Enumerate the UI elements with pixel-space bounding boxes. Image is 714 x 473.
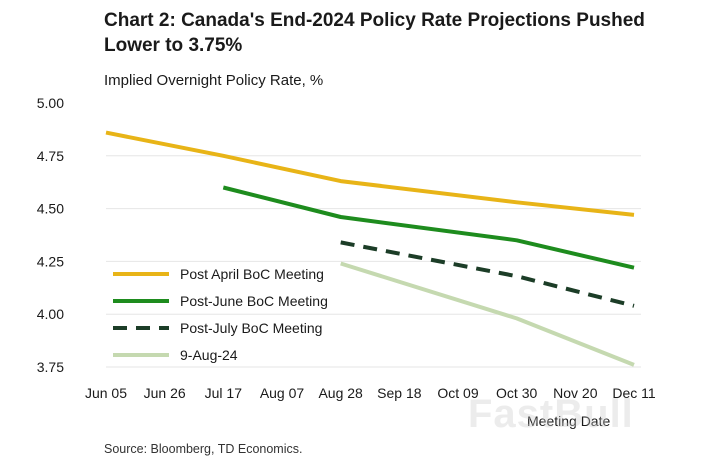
x-tick-label: Sep 18 [377, 385, 422, 401]
x-tick-label: Jun 05 [85, 385, 127, 401]
y-tick-label: 4.00 [37, 306, 64, 322]
series-line-4 [340, 261, 635, 367]
x-tick-label: Jun 26 [144, 385, 186, 401]
legend-label: Post April BoC Meeting [180, 266, 324, 282]
x-tick-label: Oct 09 [437, 385, 478, 401]
x-tick-label: Oct 30 [496, 385, 537, 401]
series-line-1 [105, 130, 635, 217]
y-tick-label: 4.75 [37, 148, 64, 164]
x-tick-label: Dec 11 [612, 385, 656, 401]
legend-label: Post-June BoC Meeting [180, 293, 328, 309]
y-axis-label: Implied Overnight Policy Rate, % [104, 72, 324, 89]
legend-label: Post-July BoC Meeting [180, 320, 322, 336]
y-tick-label: 3.75 [37, 359, 64, 375]
y-tick-label: 4.50 [37, 201, 64, 217]
x-tick-label: Aug 28 [318, 385, 363, 401]
legend-label: 9-Aug-24 [180, 347, 238, 363]
series-line-2 [222, 185, 635, 270]
y-tick-label: 5.00 [37, 95, 64, 111]
x-tick-label: Aug 07 [260, 385, 305, 401]
watermark-logo: FastBull [468, 392, 634, 436]
y-tick-label: 4.25 [37, 253, 64, 269]
source-note: Source: Bloomberg, TD Economics. [104, 442, 303, 456]
x-tick-label: Nov 20 [553, 385, 598, 401]
chart-title: Chart 2: Canada's End-2024 Policy Rate P… [104, 10, 645, 56]
x-axis-label: Meeting Date [527, 413, 611, 429]
x-tick-label: Jul 17 [205, 385, 243, 401]
series-line-3 [340, 240, 635, 308]
